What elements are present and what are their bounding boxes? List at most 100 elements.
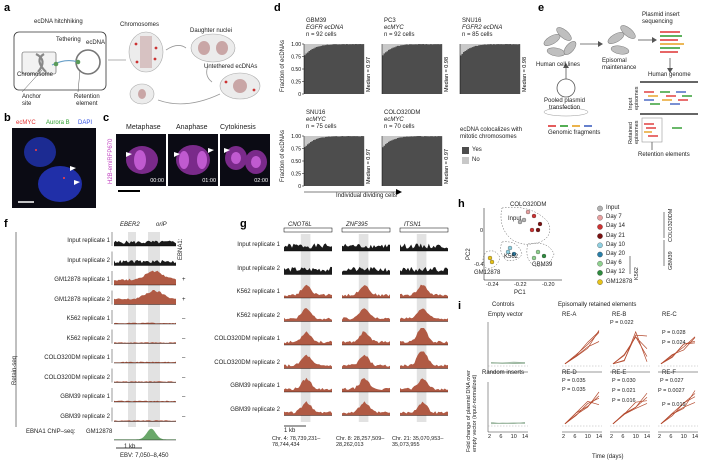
d-bar-0-37: [360, 44, 362, 94]
g-signal-7-2: [400, 402, 448, 416]
d-bar-2-34: [511, 44, 513, 94]
d-bar-1-26: [421, 44, 423, 94]
i-xtick-1-2: 10: [585, 434, 591, 440]
d-bar-0-15: [327, 45, 329, 94]
i-re-a: RE-A: [562, 312, 576, 319]
f-signal-5: [114, 342, 176, 343]
d-legend-title: ecDNA colocalizes with mitotic chromosom…: [460, 127, 532, 141]
d-bar-3-2: [307, 144, 309, 186]
h-legend-dot-1: [597, 215, 602, 220]
g-track-label-6: GBM39 replicate 1: [230, 383, 280, 389]
d-bar-2-23: [495, 44, 497, 94]
g-signal-4-2: [400, 328, 448, 345]
d-bar-3-9: [318, 138, 320, 186]
d-bar-1-7: [393, 48, 395, 94]
d-bar-2-33: [510, 44, 512, 94]
f-ebna-9: –: [182, 414, 185, 420]
d-bar-2-32: [508, 44, 510, 94]
e-fragments: Genomic fragments: [548, 130, 600, 137]
d-bar-4-29: [426, 136, 428, 186]
d-bar-4-17: [408, 137, 410, 186]
d-bar-0-10: [319, 46, 321, 94]
h-legend-dot-7: [597, 270, 602, 275]
panel-a: ecDNA hitchhiking Tethering ecDNA Chromo…: [8, 10, 273, 110]
d-bar-1-9: [396, 46, 398, 94]
d-bar-2-2: [463, 52, 465, 94]
d-bar-2-15: [483, 45, 485, 94]
g-signal-3-0: [284, 308, 332, 321]
d-bar-2-27: [501, 44, 503, 94]
d-bar-3-28: [346, 136, 348, 186]
time-0: 00:00: [150, 178, 164, 184]
i-p-ree-1: P = 0.021: [612, 388, 636, 394]
f-track-label-6: COLO320DM replicate 1: [44, 355, 110, 361]
d-bar-1-2: [385, 52, 387, 94]
d-bar-0-13: [324, 45, 326, 94]
h-hull-gm: [483, 251, 500, 268]
legend-no: No: [472, 157, 480, 164]
d-ytick-label-3-0: 0: [298, 184, 301, 190]
d-bar-2-16: [484, 45, 486, 94]
h-point-14: [490, 260, 494, 264]
d-bar-1-31: [429, 44, 431, 94]
f-signal-4: [114, 323, 176, 324]
h-xtick-2: -0.20: [542, 282, 555, 288]
d-ytick-label-0-1: 0.25: [291, 80, 301, 86]
d-bar-2-29: [504, 44, 506, 94]
label-chromosomes: Chromosomes: [120, 22, 159, 29]
d-bar-1-33: [432, 44, 434, 94]
panel-f-tracks: [6, 220, 238, 463]
d-bar-3-36: [358, 136, 360, 186]
g-signal-4-1: [342, 331, 390, 345]
d-bar-1-17: [408, 45, 410, 94]
d-bar-4-28: [424, 136, 426, 186]
d-bar-2-13: [480, 45, 482, 94]
h-legend-dot-0: [597, 206, 602, 211]
d-bar-1-36: [436, 44, 438, 94]
g-signal-3-1: [342, 308, 390, 321]
d-bar-1-29: [426, 44, 428, 94]
panel-label-i: i: [458, 300, 461, 312]
d-bar-1-23: [417, 44, 419, 94]
g-coord-1: Chr. 8: 28,257,509– 28,262,013: [336, 436, 384, 448]
d-bar-2-21: [492, 45, 494, 94]
h-point-4: [538, 222, 542, 226]
h-xlabel: PC1: [514, 290, 526, 297]
legend-yes: Yes: [472, 147, 482, 154]
d-bar-1-21: [414, 44, 416, 94]
h-legend-dot-3: [597, 234, 602, 239]
f-chip-signal: [114, 429, 176, 440]
d-xlabel: Individual dividing cells: [336, 193, 397, 200]
d-bar-2-36: [514, 44, 516, 94]
i-xtick-1-0: 2: [562, 434, 565, 440]
i-p-ree-2: P = 0.016: [612, 398, 636, 404]
i-xtick-3-0: 2: [658, 434, 661, 440]
f-retainseq: Retain-seq: [12, 356, 19, 385]
d-bar-4-0: [382, 147, 384, 186]
d-bar-4-5: [390, 141, 392, 186]
d-bar-2-11: [477, 46, 479, 94]
h-legend-label-8: GM12878: [606, 279, 632, 286]
d-bar-0-35: [357, 44, 359, 94]
f-track-label-3: GM12878 replicate 2: [54, 297, 110, 303]
stage-metaphase: Metaphase: [126, 124, 161, 132]
d-bar-2-35: [513, 44, 515, 94]
d-bar-3-31: [351, 136, 353, 186]
d-bar-3-10: [319, 138, 321, 186]
f-track-label-9: GBM39 replicate 2: [60, 414, 110, 420]
f-track-label-0: Input replicate 1: [67, 238, 110, 244]
d-bar-0-34: [355, 44, 357, 94]
d-bar-0-16: [328, 45, 330, 94]
d-bar-0-21: [336, 44, 338, 94]
i-col-retained: Episomally retained elements: [558, 302, 636, 309]
d-bar-3-24: [340, 136, 342, 186]
d-bar-0-9: [318, 47, 320, 94]
h-cl-input: Input: [508, 216, 521, 223]
f-signal-7: [114, 381, 176, 382]
d-bar-2-30: [505, 44, 507, 94]
d-bar-0-1: [306, 54, 308, 94]
h-xtick-0: -0.24: [486, 282, 499, 288]
d-bar-1-4: [388, 50, 390, 94]
